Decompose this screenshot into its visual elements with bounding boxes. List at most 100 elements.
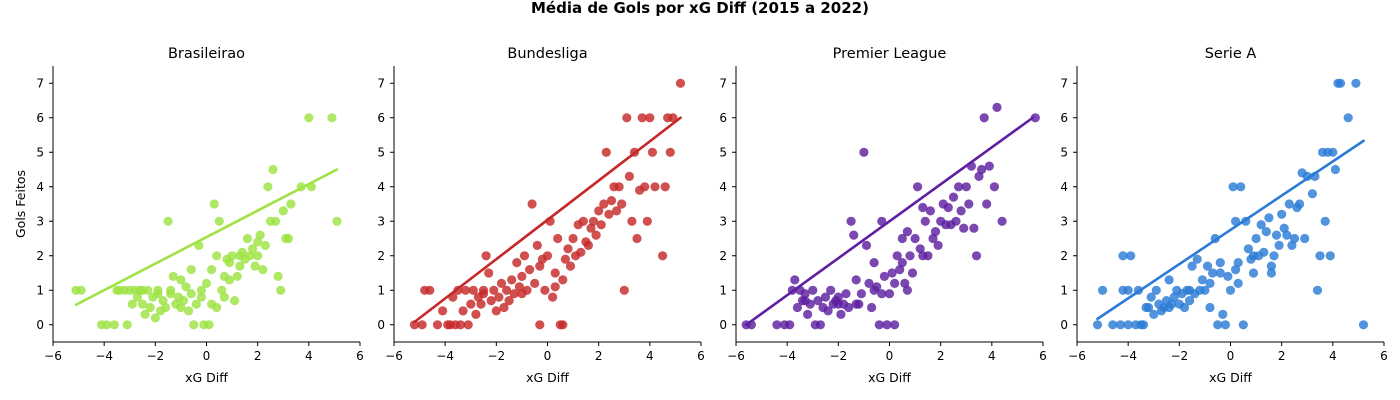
y-tick-label: 2 [1060,249,1068,263]
data-point [954,182,964,192]
data-point [186,265,196,275]
data-point [1164,275,1174,285]
data-point [1231,265,1241,275]
data-point [499,302,509,313]
data-point [902,227,913,237]
data-point [286,199,296,209]
data-point [532,240,542,250]
data-point [989,182,1000,192]
data-point [594,206,604,216]
data-point [844,302,854,313]
data-point [1187,261,1197,271]
data-point [550,268,560,278]
data-point [140,309,150,319]
data-point [1266,261,1276,271]
x-axis-label: xG Diff [1209,370,1252,385]
data-point [463,320,473,330]
data-point [245,251,255,261]
x-tick-label: 4 [646,349,654,363]
data-point [1256,220,1266,230]
x-tick-label: −2 [1170,349,1188,363]
data-point [425,285,435,295]
data-point [617,199,627,209]
data-point [576,247,586,257]
data-point [1151,285,1161,295]
data-point [186,289,196,299]
data-point [1179,302,1190,313]
data-point [1238,320,1248,330]
data-point [1351,78,1361,88]
points [741,102,1040,330]
data-point [1205,302,1215,313]
data-point [507,275,517,285]
data-point [432,320,443,330]
data-point [276,285,286,295]
y-tick-label: 4 [719,180,727,194]
data-point [176,275,186,285]
data-point [890,320,900,330]
data-point [897,233,907,244]
data-point [836,309,846,319]
data-point [540,285,550,295]
data-point [327,113,337,123]
data-point [122,320,132,330]
data-point [204,320,214,330]
x-tick-label: 6 [697,349,705,363]
data-point [627,216,637,226]
data-point [1328,147,1338,157]
scatter-panels: Brasileirao −6 −4 −2 0 2 4 6 0 1 2 3 4 5 6 7 xG Diff Gols… [13,46,1388,385]
data-point [913,182,923,192]
data-point [928,233,938,244]
data-point [502,285,512,295]
data-point [201,278,212,288]
data-point [887,268,897,278]
x-tick-label: −6 [1068,349,1086,363]
data-point [178,296,189,306]
data-point [1118,251,1128,261]
data-point [1123,285,1133,295]
data-point [1233,258,1243,268]
x-axis-label: xG Diff [185,370,228,385]
data-point [471,309,481,319]
data-point [640,182,650,192]
data-point [982,199,992,209]
data-point [558,320,568,330]
y-tick-label: 3 [719,214,727,228]
data-point [1215,268,1225,278]
y-tick-label: 0 [36,318,44,332]
data-point [1343,113,1353,123]
data-point [235,251,245,261]
data-point [235,261,245,271]
data-point [658,251,668,261]
data-point [792,302,803,313]
y-tick-label: 6 [377,111,385,125]
x-tick-label: 0 [1227,349,1235,363]
data-point [1251,233,1261,244]
x-axis-label: xG Diff [526,370,569,385]
y-tick-label: 4 [36,180,44,194]
y-tick-label: 0 [377,318,385,332]
data-point [869,258,879,268]
data-point [535,261,545,271]
data-point [675,78,686,88]
data-point [910,233,920,244]
data-point [207,299,217,309]
y-tick-label: 5 [1060,145,1068,159]
data-point [622,113,632,123]
y-tick-label: 1 [377,283,385,297]
data-point [846,216,856,226]
y-tick-label: 2 [719,249,727,263]
data-point [278,206,288,216]
data-point [558,275,568,285]
data-point [624,171,635,181]
data-point [930,227,941,237]
data-point [601,147,611,157]
data-point [1185,285,1195,295]
data-point [525,265,535,275]
regression-line [1096,139,1365,321]
data-point [1233,278,1243,288]
y-tick-label: 3 [1060,214,1068,228]
y-tick-label: 7 [1060,76,1068,90]
x-tick-label: −6 [385,349,403,363]
data-point [918,202,928,213]
